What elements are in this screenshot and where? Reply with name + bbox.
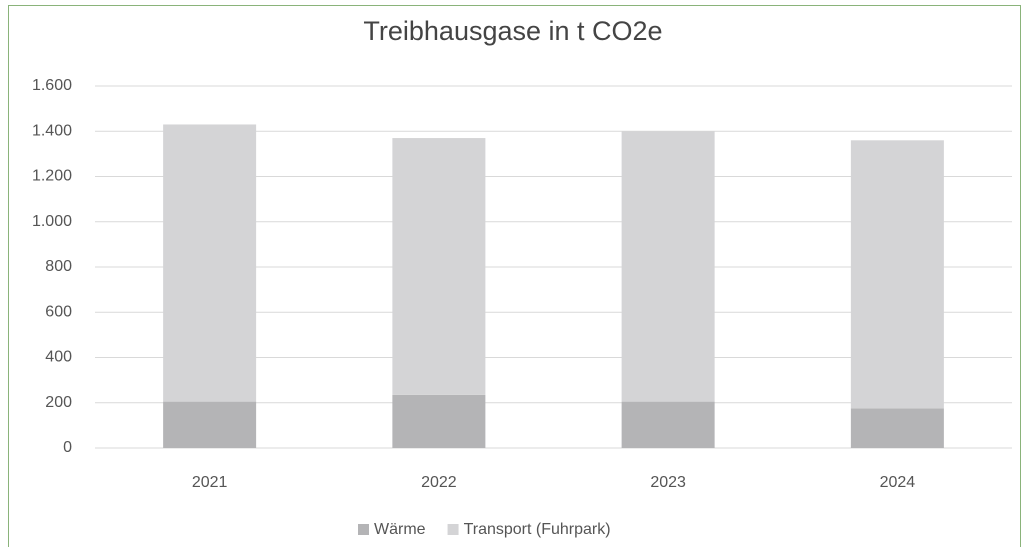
x-tick-label: 2022 (421, 474, 457, 491)
y-tick-label: 1.000 (32, 213, 72, 230)
bar (392, 138, 486, 395)
bar (163, 401, 257, 448)
y-tick-label: 400 (45, 349, 72, 366)
y-tick-label: 1.200 (32, 168, 72, 185)
legend-swatch (358, 524, 369, 535)
bar (621, 401, 715, 448)
y-tick-label: 1.600 (32, 77, 72, 94)
y-tick-label: 600 (45, 303, 72, 320)
legend-label: Wärme (374, 521, 426, 538)
x-tick-label: 2024 (880, 474, 916, 491)
x-tick-label: 2021 (192, 474, 228, 491)
bar (850, 408, 944, 448)
y-tick-label: 200 (45, 394, 72, 411)
bar (850, 140, 944, 409)
y-tick-label: 1.400 (32, 122, 72, 139)
legend-swatch (447, 524, 459, 535)
y-tick-label: 0 (63, 439, 72, 456)
bar (163, 124, 257, 402)
x-tick-label: 2023 (650, 474, 686, 491)
legend-label: Transport (Fuhrpark) (464, 521, 611, 538)
y-tick-label: 800 (45, 258, 72, 275)
bar (621, 131, 715, 402)
bar (392, 394, 486, 448)
chart-title: Treibhausgase in t CO2e (363, 16, 662, 46)
